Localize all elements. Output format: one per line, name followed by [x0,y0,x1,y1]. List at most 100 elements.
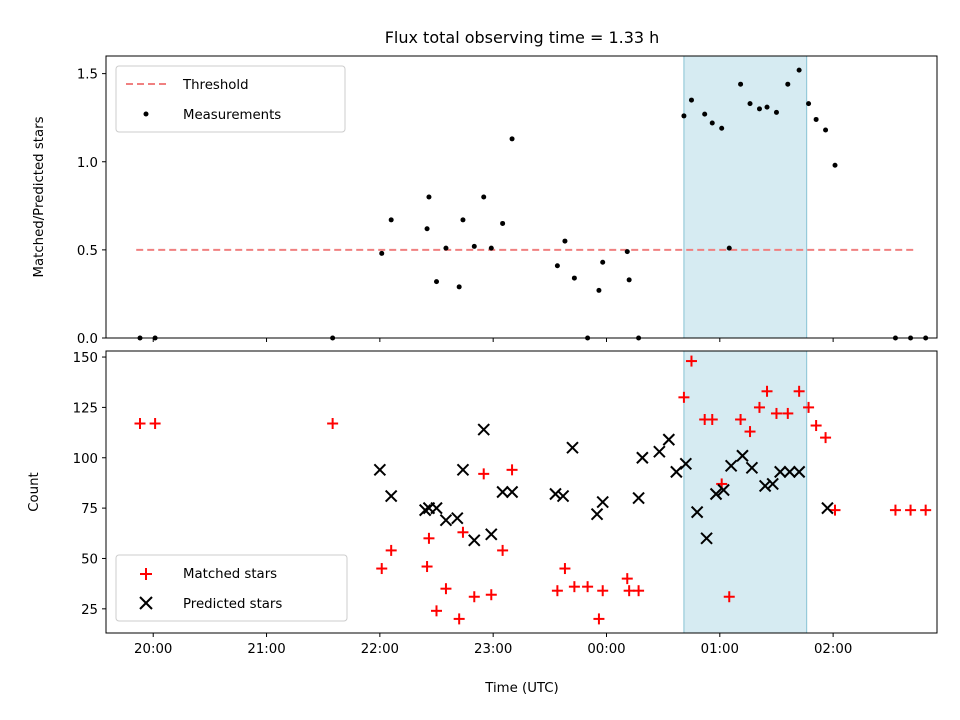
bottom-x-tick-label: 23:00 [474,642,512,657]
predicted-star-point [774,465,787,479]
matched-star-point [593,613,605,625]
matched-star-point [685,355,697,367]
legend-predicted-swatch [139,596,153,610]
bottom-panel: 25 50 75 100 125 150 20:00 21:00 22:00 23:00 00:0… [27,350,938,696]
predicted-star-point [373,463,387,477]
matched-star-point [457,526,469,538]
matched-star-point [782,407,794,419]
measurement-point [747,101,753,107]
matched-star-point [621,573,633,585]
measurement-point [488,245,494,251]
legend-measurements-label: Measurements [183,108,281,123]
measurement-point [481,194,487,200]
measurement-point [460,217,466,223]
matched-star-point [582,581,594,593]
top-legend-box [115,65,346,133]
bottom-legend-box [115,554,348,622]
predicted-star-point [505,485,519,499]
measurement-point [832,162,838,168]
predicted-star-point [549,487,562,501]
predicted-star-point [709,487,723,501]
measurement-point [596,287,602,293]
measurement-point [600,259,606,265]
predicted-star-point [783,465,796,479]
predicted-star-point [717,483,730,497]
matched-star-point [633,585,645,597]
measurement-point [554,263,560,269]
bottom-y-tick-label: 125 [73,401,98,416]
chart-title: Flux total observing time = 1.33 h [385,28,660,47]
top-y-axis-label: Matched/Predicted stars [32,116,47,277]
top-y-ticks: 0.0 0.5 1.0 1.5 [77,68,106,347]
matched-star-point [889,504,901,516]
measurement-point [738,81,744,87]
bottom-legend: Matched stars Predicted stars [115,554,348,622]
matched-star-point [327,418,339,430]
predicted-star-point [632,491,645,505]
predicted-star-point [439,513,453,527]
matched-star-point [770,407,782,419]
predicted-star-point [456,463,470,477]
matched-star-point [723,591,735,603]
top-x-ticks [152,338,834,342]
predicted-star-point [566,441,579,454]
predicted-star-point [468,534,481,547]
bottom-x-tick-label: 02:00 [814,642,852,657]
bottom-y-tick-label: 25 [81,603,98,618]
matched-star-point [559,563,571,575]
measurement-point [443,245,449,251]
bottom-y-ticks: 25 50 75 100 125 150 [73,351,106,618]
matched-star-point [735,413,747,425]
matched-star-point [149,418,161,430]
matched-star-point [678,391,690,403]
matched-star-point [905,504,917,516]
predicted-star-point [700,532,713,545]
measurement-point [764,104,770,110]
top-legend: Threshold Measurements [115,65,346,133]
matched-star-point [810,420,822,432]
predicted-star-point [485,528,498,541]
predicted-stars-points [373,423,834,547]
matched-star-point [551,585,563,597]
bottom-axes-frame [105,350,938,634]
matched-star-point [623,585,635,597]
bottom-x-tick-label: 00:00 [587,642,625,657]
predicted-star-point [679,457,693,471]
predicted-star-point [724,459,738,473]
predicted-star-point [745,461,759,475]
legend-predicted-label: Predicted stars [183,597,282,612]
measurement-point [624,249,630,255]
measurement-point [796,67,802,73]
legend-matched-label: Matched stars [183,567,277,582]
matched-star-point [485,589,497,601]
measurement-point [562,238,568,244]
measurement-point [785,81,791,87]
predicted-star-point [653,445,666,458]
predicted-star-point [451,511,464,525]
top-axes-frame [105,55,938,339]
matched-star-point [803,401,815,413]
measurement-point [388,217,394,223]
legend-threshold-label: Threshold [182,78,249,93]
matched-star-point [453,613,465,625]
bottom-x-tick-label: 22:00 [361,642,399,657]
measurement-point [688,97,694,103]
matched-star-point [431,605,443,617]
matched-star-point [134,418,146,430]
measurement-point [702,111,708,117]
predicted-star-point [590,507,604,521]
bottom-y-tick-label: 50 [81,552,98,567]
predicted-star-point [477,423,490,436]
matched-star-point [478,468,490,480]
matched-star-point [597,585,609,597]
measurement-point [823,127,829,133]
legend-measurements-swatch [143,111,149,117]
predicted-star-point [636,451,649,464]
matched-star-point [385,544,397,556]
x-axis-label: Time (UTC) [484,681,559,696]
predicted-star-point [596,495,609,509]
predicted-star-point [821,501,834,515]
matched-star-point [829,504,841,516]
top-panel: 0.0 0.5 1.0 1.5 Matched/Predicted stars Thr… [32,55,938,347]
